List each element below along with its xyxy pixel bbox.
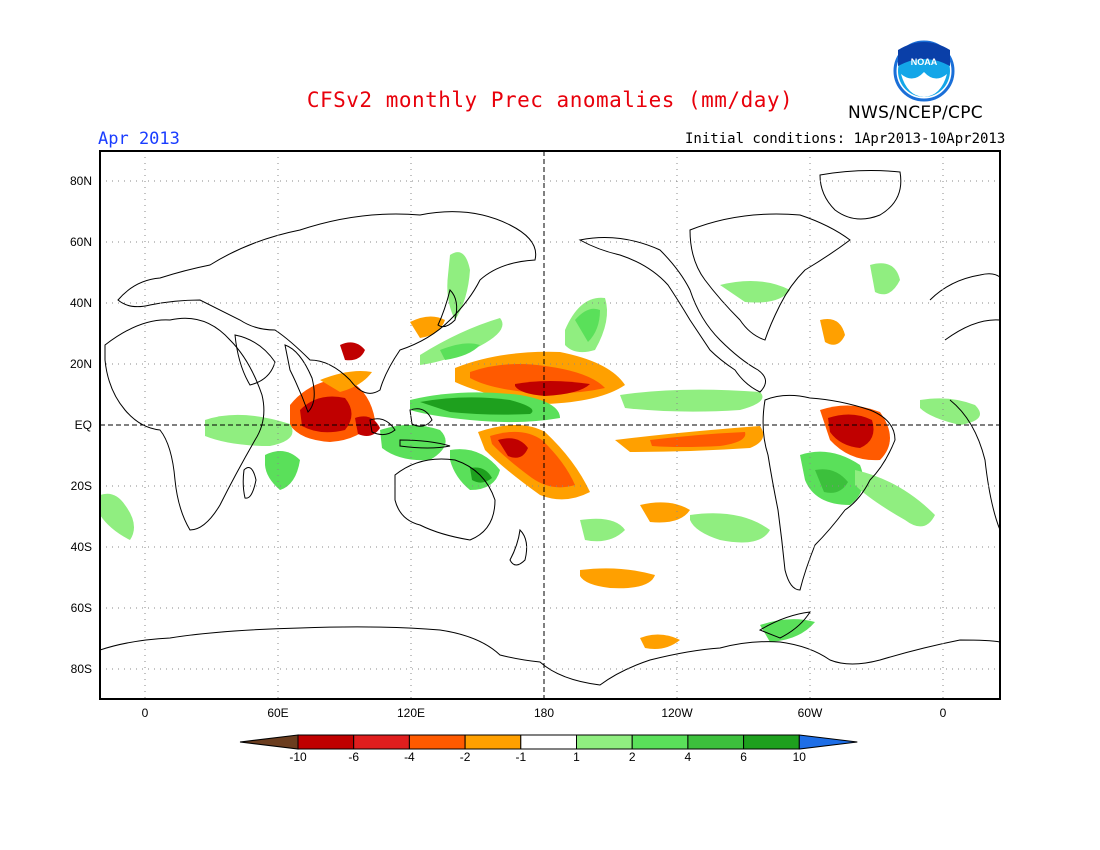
lon-label: 60W bbox=[798, 706, 823, 720]
lat-label: 40S bbox=[71, 540, 92, 554]
lat-label: 20S bbox=[71, 479, 92, 493]
lon-label: 0 bbox=[940, 706, 947, 720]
colorbar-swatch bbox=[576, 734, 633, 750]
colorbar-arrow-high bbox=[798, 734, 858, 750]
lon-label: 0 bbox=[142, 706, 149, 720]
month-label: Apr 2013 bbox=[98, 129, 180, 149]
noaa-logo-icon: NOAA bbox=[893, 40, 955, 102]
colorbar-arrow-low bbox=[239, 734, 299, 750]
map-frame bbox=[99, 150, 1001, 700]
lon-label: 120E bbox=[397, 706, 425, 720]
colorbar-swatch bbox=[687, 734, 745, 750]
lon-label: 180 bbox=[534, 706, 554, 720]
colorbar-swatch bbox=[297, 734, 355, 750]
reference-lines bbox=[100, 151, 1000, 699]
colorbar-label: 1 bbox=[573, 750, 580, 764]
lon-axis: 0 60E 120E 180 120W 60W 0 bbox=[142, 706, 947, 720]
colorbar-swatch bbox=[353, 734, 410, 750]
colorbar-label: 10 bbox=[793, 750, 807, 764]
colorbar-label: -1 bbox=[515, 750, 526, 764]
colorbar: -10 -6 -4 -2 -1 1 2 4 6 10 bbox=[239, 734, 858, 764]
colorbar-label: -10 bbox=[289, 750, 307, 764]
lat-label: EQ bbox=[75, 418, 92, 432]
colorbar-swatch bbox=[743, 734, 800, 750]
logo-text: NOAA bbox=[911, 57, 938, 67]
colorbar-swatch bbox=[408, 734, 466, 750]
map-plot-area bbox=[100, 151, 1000, 699]
coastlines bbox=[100, 170, 1000, 686]
anomaly-fields bbox=[100, 252, 980, 649]
lat-label: 80N bbox=[70, 174, 92, 188]
lat-axis: 80N 60N 40N 20N EQ 20S 40S 60S 80S bbox=[70, 174, 92, 676]
organization-label: NWS/NCEP/CPC bbox=[848, 103, 983, 123]
colorbar-swatch bbox=[631, 734, 689, 750]
colorbar-swatch bbox=[464, 734, 522, 750]
colorbar-label: -6 bbox=[348, 750, 359, 764]
colorbar-label: -4 bbox=[404, 750, 415, 764]
initial-conditions-label: Initial conditions: 1Apr2013-10Apr2013 bbox=[685, 131, 1006, 147]
colorbar-label: 4 bbox=[685, 750, 692, 764]
lat-label: 40N bbox=[70, 296, 92, 310]
lat-label: 60N bbox=[70, 235, 92, 249]
lat-label: 80S bbox=[71, 662, 92, 676]
map-title: CFSv2 monthly Prec anomalies (mm/day) bbox=[306, 88, 794, 112]
colorbar-label: 2 bbox=[629, 750, 636, 764]
lon-label: 120W bbox=[661, 706, 693, 720]
lat-label: 20N bbox=[70, 357, 92, 371]
colorbar-label: 6 bbox=[740, 750, 747, 764]
gridlines bbox=[100, 151, 1000, 699]
lat-label: 60S bbox=[71, 601, 92, 615]
colorbar-swatch bbox=[520, 734, 577, 750]
colorbar-label: -2 bbox=[460, 750, 471, 764]
lon-label: 60E bbox=[267, 706, 288, 720]
